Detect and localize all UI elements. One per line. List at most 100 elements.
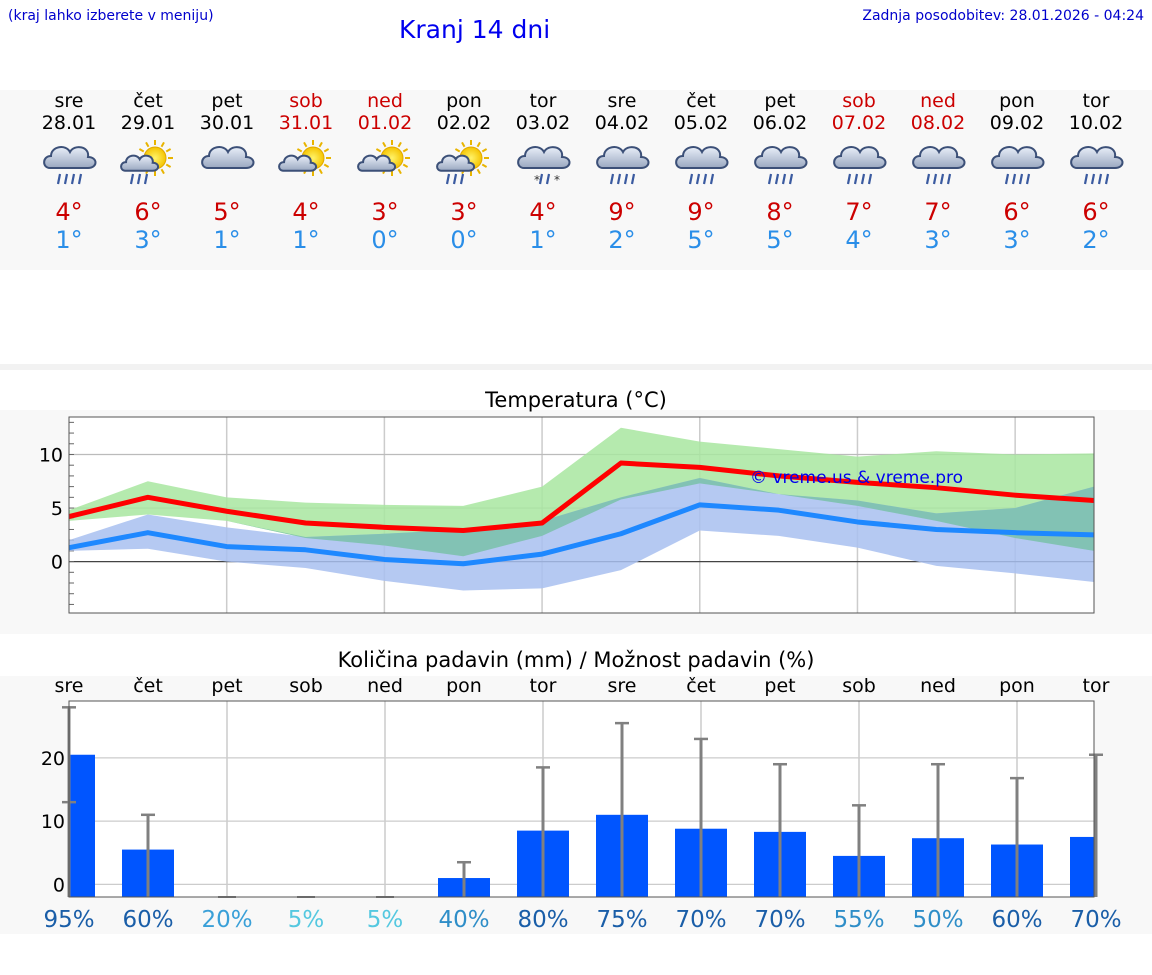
precip-day-label: tor: [530, 675, 557, 697]
temperature-chart-title: Temperatura (°C): [485, 388, 667, 412]
precip-probability-label: 70%: [754, 907, 805, 933]
min-temperature: 3°: [134, 226, 162, 254]
max-temperature: 4°: [55, 198, 83, 226]
temp-y-tick-label: 10: [39, 444, 63, 466]
precipitation-chart: sre čet pet sob ned pon tor sre čet pet sob ned pon t…: [41, 675, 1122, 933]
day-column: sob 31.01 4° 1°: [267, 90, 346, 270]
day-column: sob 07.02 7° 4°: [820, 90, 899, 270]
day-date: 29.01: [120, 112, 176, 134]
max-temperature: 7°: [845, 198, 873, 226]
svg-text:*: *: [534, 173, 540, 187]
day-name: sre: [607, 90, 637, 112]
precipitation-chart-title: Količina padavin (mm) / Možnost padavin …: [337, 648, 815, 672]
day-name: čet: [133, 90, 163, 112]
precip-probability-label: 70%: [675, 907, 726, 933]
day-name: čet: [686, 90, 716, 112]
precip-probability-label: 70%: [1070, 907, 1121, 933]
sun-cloud-icon: [277, 140, 331, 176]
precip-bar: [1070, 836, 1094, 897]
day-column: pon 02.02 3° 0°: [425, 90, 504, 270]
day-date: 07.02: [831, 112, 887, 134]
precip-probability-label: 75%: [596, 907, 647, 933]
day-date: 06.02: [752, 112, 808, 134]
max-temperature: 6°: [134, 198, 162, 226]
day-date: 03.02: [515, 112, 571, 134]
precip-day-label: pet: [211, 675, 242, 697]
max-temperature: 9°: [608, 198, 636, 226]
precip-day-label: sre: [55, 675, 84, 697]
location-hint: (kraj lahko izberete v meniju): [8, 8, 214, 24]
precip-day-label: sob: [289, 675, 323, 697]
precip-day-label: tor: [1083, 675, 1110, 697]
precip-probability-label: 60%: [122, 907, 173, 933]
last-update: Zadnja posodobitev: 28.01.2026 - 04:24: [862, 8, 1144, 24]
precip-day-label: čet: [686, 675, 716, 697]
precip-probability-label: 60%: [991, 907, 1042, 933]
min-temperature: 4°: [845, 226, 873, 254]
sun-cloud-rain-icon: [119, 140, 173, 185]
cloud-rain-icon: [42, 146, 96, 185]
min-temperature: 1°: [292, 226, 320, 254]
svg-text:*: *: [554, 173, 560, 187]
overlap-range-band: [69, 478, 1094, 557]
max-temperature: 4°: [529, 198, 557, 226]
min-temperature: 1°: [213, 226, 241, 254]
day-name: sre: [54, 90, 84, 112]
cloud-rain-icon: [832, 146, 886, 185]
day-date: 28.01: [41, 112, 97, 134]
day-name: sob: [842, 90, 876, 112]
temperature-chart: 0 5 10 © vreme.us & vreme.pro: [39, 416, 1095, 614]
day-column: sre 28.01 4° 1°: [30, 90, 109, 270]
min-temperature: 2°: [1082, 226, 1110, 254]
precip-day-label: pon: [446, 675, 482, 697]
day-name: pon: [446, 90, 482, 112]
precip-probability-label: 50%: [912, 907, 963, 933]
temp-y-tick-label: 5: [51, 498, 63, 520]
min-temperature: 0°: [371, 226, 399, 254]
sun-cloud-icon: [356, 140, 410, 176]
min-temperature: 1°: [55, 226, 83, 254]
precip-day-label: sob: [842, 675, 876, 697]
day-date: 05.02: [673, 112, 729, 134]
min-temperature: 5°: [687, 226, 715, 254]
day-name: tor: [1082, 90, 1110, 112]
temp-plot-border: [68, 416, 1095, 614]
max-temperature: 6°: [1082, 198, 1110, 226]
precip-probability-label: 40%: [438, 907, 489, 933]
divider-strip: [0, 364, 1152, 370]
forecast-band: [0, 90, 1152, 270]
precip-probability-label: 5%: [288, 907, 325, 933]
precip-probability-label: 5%: [367, 907, 404, 933]
cloud-rain-icon: [990, 146, 1044, 185]
day-column: ned 01.02 3° 0°: [346, 90, 425, 270]
day-date: 30.01: [199, 112, 255, 134]
precip-y-tick-label: 20: [41, 748, 65, 770]
precip-y-tick-label: 10: [41, 811, 65, 833]
day-date: 09.02: [989, 112, 1045, 134]
day-column: čet 05.02 9° 5°: [662, 90, 741, 270]
watermark: © vreme.us & vreme.pro: [750, 468, 963, 488]
cloud-icon: [200, 146, 254, 169]
day-column: tor 03.02 * * 4° 1°: [504, 90, 583, 270]
max-temperature: 9°: [687, 198, 715, 226]
day-name: pet: [211, 90, 243, 112]
day-column: pon 09.02 6° 3°: [978, 90, 1057, 270]
precip-day-label: pon: [999, 675, 1035, 697]
precip-probability-label: 55%: [833, 907, 884, 933]
precip-y-tick-label: 0: [53, 874, 65, 896]
precip-probability-label: 20%: [201, 907, 252, 933]
day-date: 02.02: [436, 112, 492, 134]
temp-y-tick-label: 0: [51, 552, 63, 574]
precip-plot-border: [68, 700, 1095, 898]
precip-day-label: pet: [764, 675, 795, 697]
cloud-sleet-icon: * *: [516, 146, 570, 187]
max-temperature-line: [68, 460, 1095, 534]
min-temperature: 5°: [766, 226, 794, 254]
max-temperature: 5°: [213, 198, 241, 226]
min-temperature-range-band: [69, 478, 1094, 591]
day-column: ned 08.02 7° 3°: [899, 90, 978, 270]
precip-probability-label: 80%: [517, 907, 568, 933]
cloud-rain-icon: [1069, 146, 1123, 185]
sun-cloud-rain-icon: [435, 140, 489, 185]
day-date: 31.01: [278, 112, 334, 134]
